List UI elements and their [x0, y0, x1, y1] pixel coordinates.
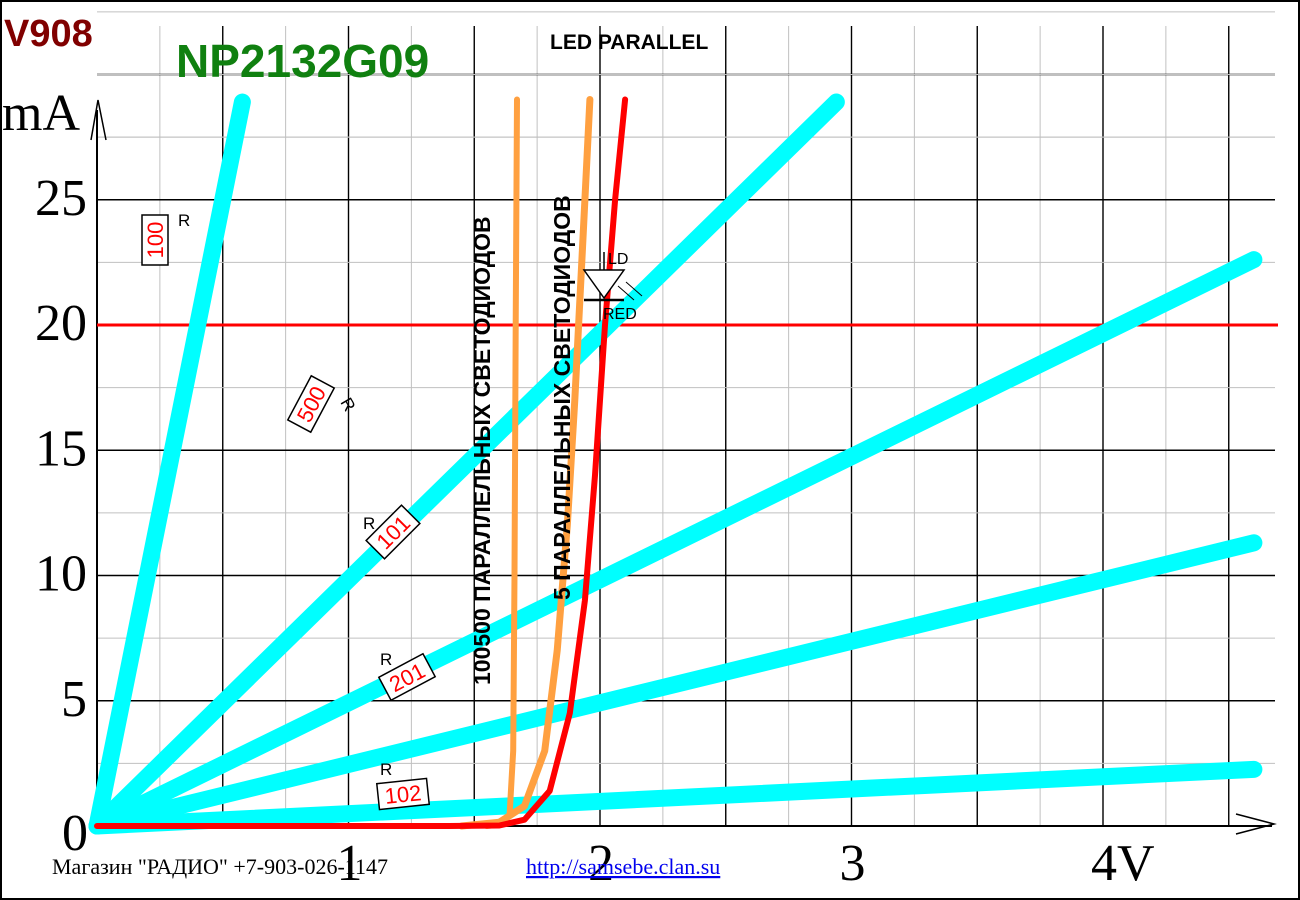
resistor-r-label: R [363, 514, 375, 533]
resistor-tag-box [377, 652, 437, 702]
resistor-lines [88, 93, 1263, 835]
tick-labels: 0 1 2 3 4V 5 10 15 20 25 mA [2, 85, 1155, 892]
y-unit-label: mA [2, 85, 80, 142]
series-label-5: 5 ПАРАЛЛЕЛЬНЫХ СВЕТОДИОДОВ [549, 195, 575, 600]
y-tick-label: 5 [61, 671, 87, 728]
x-tick-label: 3 [840, 835, 866, 892]
part-number: NP2132G09 [176, 35, 429, 87]
y-tick-label: 20 [35, 295, 87, 352]
resistor-r-label: R [178, 211, 190, 230]
y-tick-label: 25 [35, 170, 87, 227]
resistor-tag-100: 100 [141, 214, 169, 266]
resistor-tag-box [141, 214, 169, 266]
x-tick-label: 2 [588, 835, 614, 892]
x-tick-label: 0 [62, 805, 88, 862]
model-code: V908 [4, 13, 93, 55]
x-tick-label: 4V [1091, 835, 1155, 892]
led-emit-arrow [617, 285, 635, 301]
y-tick-label: 15 [35, 420, 87, 477]
resistor-line-500 [88, 93, 845, 835]
resistor-tag-box [375, 777, 431, 811]
chart-title: LED PARALLEL [550, 31, 708, 54]
footer-shop-text: Магазин "РАДИО" +7-903-026-1147 [52, 854, 388, 879]
resistor-value-label: 102 [383, 780, 422, 809]
resistor-line-102 [88, 760, 1263, 835]
y-tick-label: 10 [35, 546, 87, 603]
resistor-tag-box [286, 374, 336, 434]
footer-link[interactable]: http://samsebe.clan.su [526, 854, 720, 879]
resistor-tag-102: 102 [375, 777, 431, 811]
resistor-line-201 [88, 534, 1263, 835]
resistor-value-label: 100 [143, 222, 168, 259]
resistor-r-label: R [380, 650, 392, 669]
series-label-100500: 100500 ПАРАЛЛЕЛЬНЫХ СВЕТОДИОДОВ [469, 216, 495, 685]
resistor-r-label: R [380, 760, 392, 779]
resistor-tag-box [365, 504, 421, 560]
led-symbol [582, 252, 643, 302]
x-tick-label: 1 [337, 835, 363, 892]
resistor-line-100 [88, 93, 251, 835]
y-axis-arrow [90, 99, 107, 141]
resistor-line-101 [88, 251, 1263, 835]
led-ld-label: LD [608, 251, 628, 268]
led-emit-arrow [625, 281, 643, 297]
led-red-label: RED [603, 306, 637, 323]
x-axis-arrow [1235, 813, 1277, 835]
